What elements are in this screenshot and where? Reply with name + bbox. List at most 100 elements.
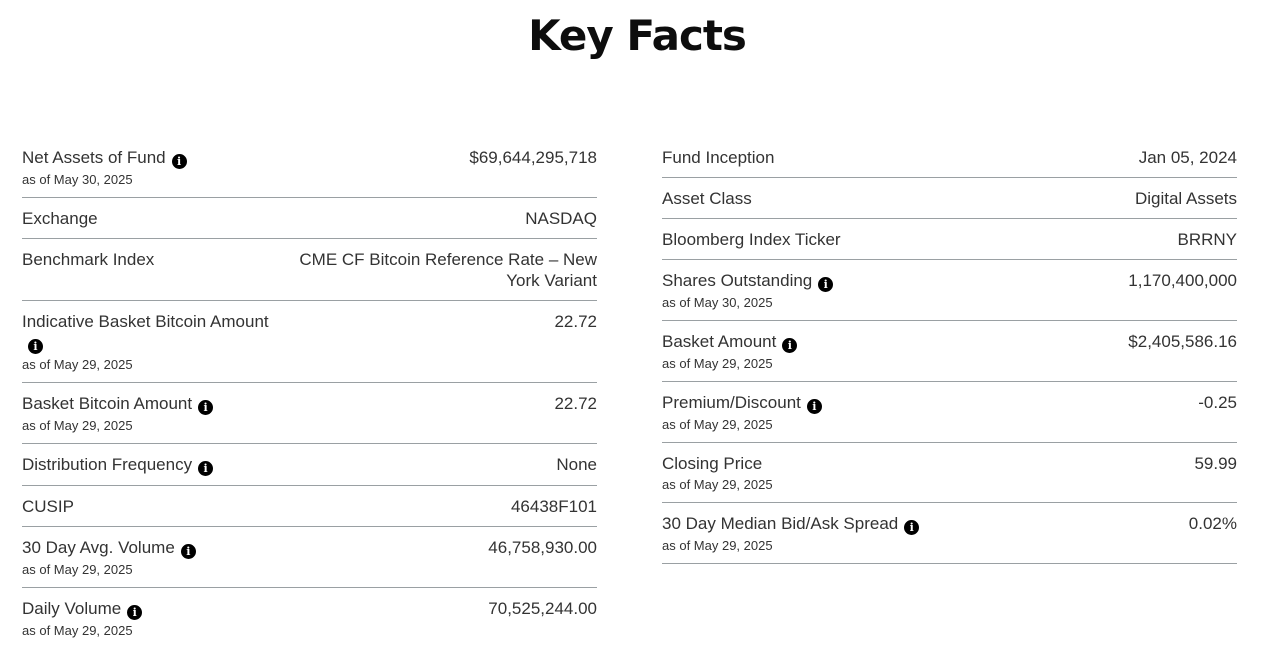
key-fact-row: 30 Day Avg. Volume i as of May 29, 2025 4… [22,527,597,588]
fact-label: Net Assets of Fund [22,148,166,167]
fact-value: BRRNY [1177,230,1237,249]
fact-label: Benchmark Index [22,250,155,269]
fact-label-line: Basket Amount i [662,332,798,353]
fact-label: Asset Class [662,189,752,208]
fact-value: 59.99 [1194,454,1237,473]
fact-as-of-date: as of May 29, 2025 [22,357,133,372]
info-icon[interactable]: i [904,520,920,535]
key-facts-column-right: Fund Inception Jan 05, 2024 Asset Class … [662,137,1237,564]
fact-label-cell: 30 Day Avg. Volume i as of May 29, 2025 [22,537,480,578]
info-icon[interactable]: i [171,154,187,169]
key-fact-row: Bloomberg Index Ticker BRRNY [662,219,1237,260]
fact-label: Fund Inception [662,148,775,167]
fact-label: Bloomberg Index Ticker [662,230,841,249]
fact-value: -0.25 [1198,393,1237,412]
fact-label-line: Net Assets of Fund i [22,148,187,169]
fact-label-cell: Premium/Discount i as of May 29, 2025 [662,392,1190,433]
fact-label-line: Premium/Discount i [662,393,822,414]
fact-value: 70,525,244.00 [488,599,597,618]
fact-label: Indicative Basket Bitcoin Amount [22,312,269,331]
fact-value: 46,758,930.00 [488,538,597,557]
fact-label: Basket Bitcoin Amount [22,394,193,413]
fact-value: 0.02% [1188,514,1237,533]
fact-value: Jan 05, 2024 [1138,148,1237,167]
fact-label: CUSIP [22,497,74,516]
fact-label-line: Benchmark Index [22,250,155,269]
fact-label-cell: Closing Price as of May 29, 2025 [662,453,1186,493]
key-fact-row: Premium/Discount i as of May 29, 2025 -0.… [662,382,1237,443]
key-fact-row: CUSIP 46438F101 [22,486,597,527]
fact-value: $69,644,295,718 [469,148,597,167]
key-fact-row: Shares Outstanding i as of May 30, 2025 1… [662,260,1237,321]
info-icon[interactable]: i [198,400,214,415]
fact-as-of-date: as of May 29, 2025 [662,477,773,492]
fact-label-cell: Indicative Basket Bitcoin Amount i as of … [22,311,546,373]
fact-value: 22.72 [554,312,597,331]
fact-as-of-date: as of May 29, 2025 [662,417,773,432]
fact-as-of-date: as of May 29, 2025 [22,623,133,638]
fact-label: Basket Amount [662,332,777,351]
fact-label-line: CUSIP [22,497,74,516]
fact-as-of-date: as of May 30, 2025 [662,295,773,310]
info-icon[interactable]: i [782,338,798,353]
fact-label-line: Shares Outstanding i [662,271,834,292]
key-fact-row: 30 Day Median Bid/Ask Spread i as of May … [662,503,1237,564]
fact-as-of-date: as of May 29, 2025 [22,562,133,577]
key-fact-row: Asset Class Digital Assets [662,178,1237,219]
fact-label-cell: Shares Outstanding i as of May 30, 2025 [662,270,1120,311]
info-icon[interactable]: i [806,399,822,414]
key-facts-column-left: Net Assets of Fund i as of May 30, 2025 $… [22,137,597,648]
fact-label-cell: Daily Volume i as of May 29, 2025 [22,598,480,639]
fact-label-line: Fund Inception [662,148,775,167]
fact-label-cell: Basket Amount i as of May 29, 2025 [662,331,1120,372]
info-icon-line: i [22,336,530,354]
key-fact-row: Net Assets of Fund i as of May 30, 2025 $… [22,137,597,198]
fact-as-of-date: as of May 29, 2025 [662,356,773,371]
key-fact-row: Distribution Frequency i None [22,444,597,486]
info-icon[interactable]: i [28,339,43,354]
fact-label-cell: Basket Bitcoin Amount i as of May 29, 202… [22,393,546,434]
fact-label-line: Distribution Frequency i [22,455,214,476]
key-fact-row: Daily Volume i as of May 29, 2025 70,525,… [22,588,597,648]
fact-as-of-date: as of May 29, 2025 [662,538,773,553]
fact-value: 1,170,400,000 [1128,271,1237,290]
fact-label-line: Bloomberg Index Ticker [662,230,841,249]
fact-label-line: 30 Day Median Bid/Ask Spread i [662,514,920,535]
fact-label: 30 Day Avg. Volume [22,538,175,557]
fact-label: Exchange [22,209,98,228]
fact-label-line: Closing Price [662,454,762,473]
fact-label-line: Daily Volume i [22,599,143,620]
fact-as-of-date: as of May 29, 2025 [22,418,133,433]
fact-label-line: Basket Bitcoin Amount i [22,394,214,415]
fact-value: NASDAQ [525,209,597,228]
fact-value: 22.72 [554,394,597,413]
key-fact-row: Closing Price as of May 29, 2025 59.99 [662,443,1237,503]
fact-label-cell: Fund Inception [662,147,1131,168]
fact-label: Distribution Frequency [22,455,193,474]
fact-label-line: Exchange [22,209,98,228]
key-facts-columns: Net Assets of Fund i as of May 30, 2025 $… [0,137,1274,648]
fact-value: Digital Assets [1134,189,1237,208]
info-icon[interactable]: i [818,277,834,292]
fact-label-line: Asset Class [662,189,752,208]
fact-label-cell: Asset Class [662,188,1127,209]
fact-label-line: 30 Day Avg. Volume i [22,538,196,559]
fact-label-cell: Distribution Frequency i [22,454,548,476]
page-title: Key Facts [528,11,747,60]
key-fact-row: Indicative Basket Bitcoin Amount i as of … [22,301,597,383]
info-icon[interactable]: i [198,461,214,476]
fact-label: Premium/Discount [662,393,801,412]
key-facts-section: Key Facts Net Assets of Fund i as of May … [0,12,1274,648]
fact-value: 46438F101 [510,497,597,516]
fact-label-cell: Bloomberg Index Ticker [662,229,1169,250]
fact-label: Shares Outstanding [662,271,813,290]
key-fact-row: Basket Amount i as of May 29, 2025 $2,405… [662,321,1237,382]
fact-label-cell: Net Assets of Fund i as of May 30, 2025 [22,147,461,188]
fact-label: 30 Day Median Bid/Ask Spread [662,514,899,533]
info-icon[interactable]: i [127,605,143,620]
key-fact-row: Exchange NASDAQ [22,198,597,239]
key-fact-row: Benchmark Index CME CF Bitcoin Reference… [22,239,597,301]
fact-label-cell: Exchange [22,208,517,229]
info-icon[interactable]: i [180,544,196,559]
fact-label: Daily Volume [22,599,122,618]
